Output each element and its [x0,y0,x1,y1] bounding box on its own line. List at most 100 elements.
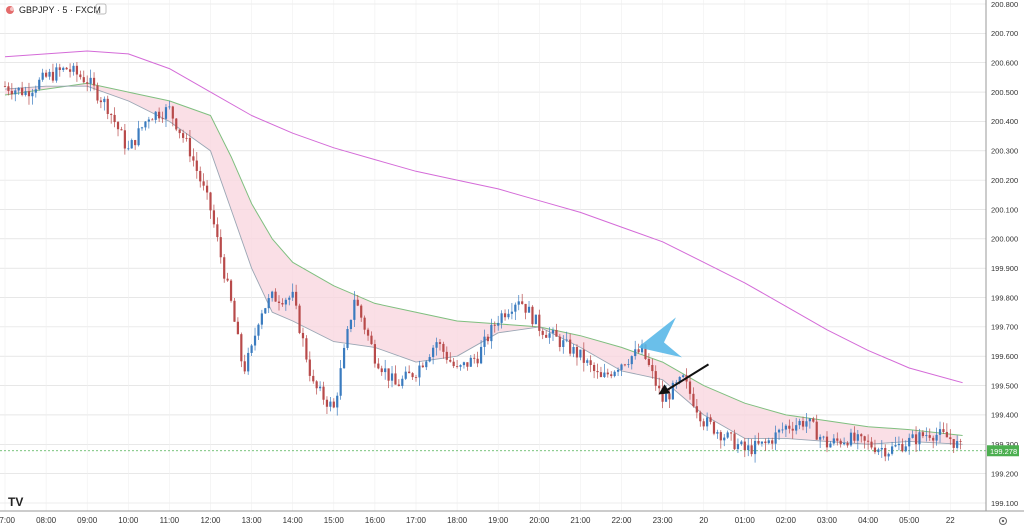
candle-body [305,338,308,360]
candle-body [120,129,123,131]
candle-body [627,364,630,365]
gear-icon-hub [1001,519,1005,523]
candle-body [158,111,161,119]
candle-body [545,334,548,338]
candle-body [914,434,918,445]
candle-body [205,185,209,193]
y-axis[interactable]: 200.800 200.700 200.600 200.500 200.400 200.3… [991,0,1018,508]
x-tick-label: 07:00 [0,516,16,525]
y-tick-label: 200.200 [991,176,1018,185]
candle-body [938,429,942,435]
candle-body [89,77,92,84]
candle-body [216,224,219,238]
x-tick-label: 11:00 [160,516,180,525]
candle-body [822,436,825,438]
candle-body [312,375,315,382]
candle-body [418,365,421,378]
candle-body [836,438,839,441]
candle-body [75,65,79,75]
ema-slow-line [4,82,963,436]
x-axis[interactable]: 07:00 08:00 09:00 10:00 11:00 12:00 13:00 14:00… [0,516,955,525]
price-candles [3,61,962,463]
candle-body [479,346,483,364]
candle-body [637,349,640,353]
candle-body [14,90,17,95]
x-tick-label: 05:00 [899,516,920,525]
candle-body [24,91,27,95]
candle-body [911,434,914,438]
x-tick-label: 23:00 [653,516,674,525]
candle-body [414,377,418,378]
candle-body [229,280,233,301]
candle-body [144,121,147,128]
candle-body [771,440,774,444]
candle-body [116,122,120,130]
candle-body [264,308,267,314]
candle-body [277,301,281,304]
candle-body [103,98,106,103]
candle-body [849,432,853,446]
candle-body [750,445,753,455]
candle-body [548,333,551,338]
candle-body [527,306,531,313]
candle-body [291,291,294,298]
candle-body [719,432,722,441]
candle-body [658,385,661,389]
candle-body [897,443,901,446]
candle-body [319,386,322,389]
gear-icon[interactable] [999,517,1007,525]
candle-body [860,434,863,437]
x-tick-label: 14:00 [283,516,304,525]
candle-body [856,434,859,441]
x-tick-label: 18:00 [447,516,468,525]
candle-body [469,357,472,367]
candle-body [308,359,311,376]
candle-body [31,92,34,97]
y-tick-label: 200.700 [991,29,1018,38]
candle-body [647,358,650,365]
candle-body [777,429,781,433]
candle-body [38,79,41,90]
candle-body [92,77,96,86]
brand-logo: TV [8,495,23,509]
candle-body [332,401,335,408]
candle-body [404,371,407,379]
candle-body [671,382,674,400]
candle-body [325,399,329,407]
candle-body [96,85,99,101]
candle-body [942,429,945,432]
candle-body [130,140,133,149]
x-tick-label: 01:00 [735,516,756,525]
candle-body [390,373,394,381]
candle-body [110,113,113,115]
candle-body [250,345,253,353]
candle-body [863,436,866,441]
candle-body [733,433,736,450]
candle-body [384,368,387,373]
y-tick-label: 199.200 [991,469,1018,478]
candle-body [137,128,140,146]
candle-body [867,440,870,442]
symbol-header[interactable]: GBPJPY · 5 · FXCM [6,3,107,15]
candle-body [884,448,887,457]
candle-body [952,439,955,448]
candle-body [620,364,623,370]
candle-body [760,441,764,444]
candle-body [397,384,400,386]
candle-body [555,330,558,337]
y-tick-label: 199.800 [991,293,1018,302]
candle-body [675,382,678,384]
x-tick-label: 02:00 [776,516,797,525]
x-tick-label: 13:00 [242,516,263,525]
annotations [637,317,710,395]
x-tick-label: 22:00 [611,516,632,525]
header-checkbox[interactable] [95,3,107,15]
candle-body [473,357,476,359]
candle-body [959,440,962,442]
candle-body [271,291,274,299]
candle-body [27,91,31,97]
candle-body [62,67,65,71]
y-tick-label: 199.400 [991,411,1018,420]
